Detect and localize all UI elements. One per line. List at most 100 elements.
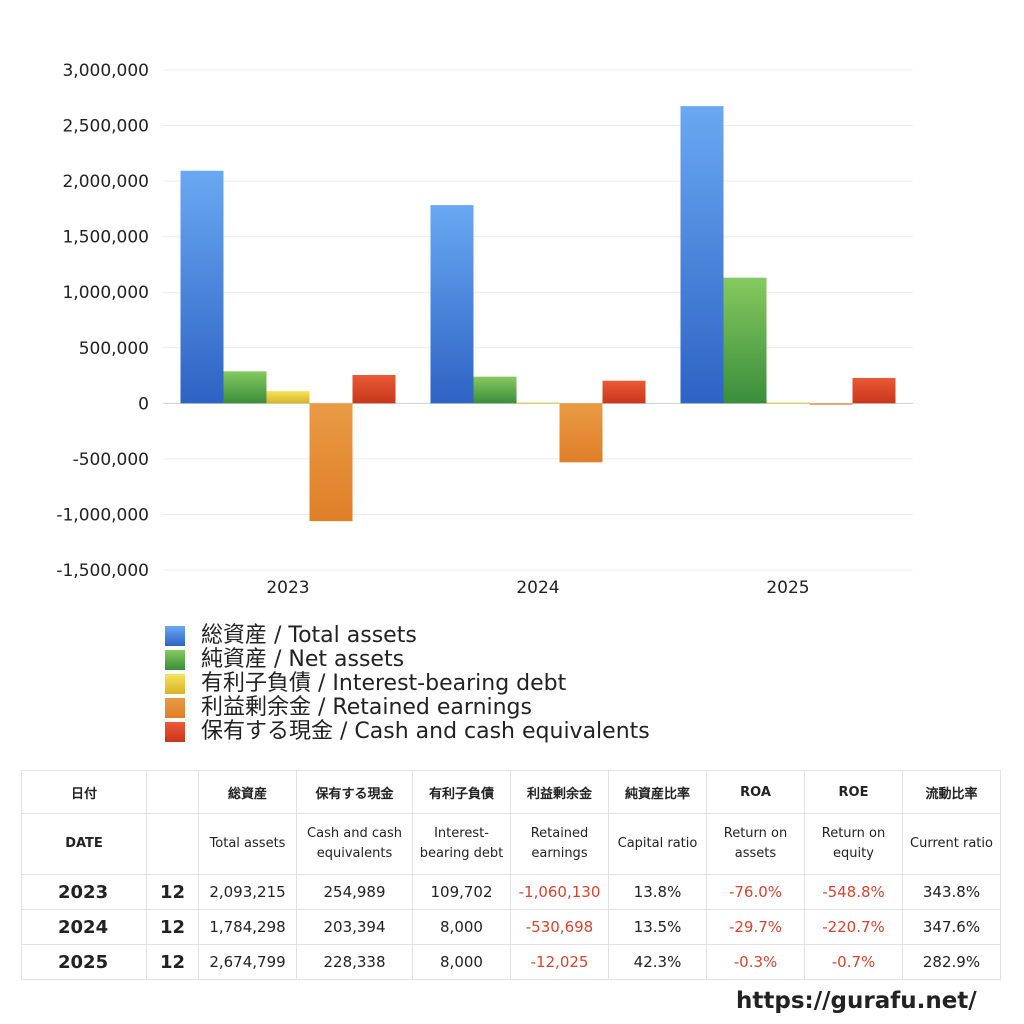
- x-category-label: 2023: [266, 578, 309, 598]
- table-row: 2024 12 1,784,298 203,394 8,000 -530,698…: [21, 909, 1001, 945]
- legend-swatch-net-assets: [165, 650, 185, 670]
- header-cell: [146, 770, 199, 814]
- legend-label: 利益剰余金 / Retained earnings: [201, 695, 532, 720]
- total-assets-cell: 2,674,799: [198, 944, 297, 980]
- header-cell: Retained earnings: [510, 813, 609, 875]
- legend-item-net-assets: 純資産 / Net assets: [165, 648, 650, 672]
- month-cell: 12: [146, 874, 199, 910]
- current-ratio-cell: 347.6%: [902, 909, 1001, 945]
- legend-label: 純資産 / Net assets: [201, 647, 405, 672]
- header-cell: Total assets: [198, 813, 297, 875]
- bar-net-assets: [223, 371, 267, 404]
- y-tick-label: 1,000,000: [62, 283, 149, 303]
- chart-legend: 総資産 / Total assets 純資産 / Net assets 有利子負…: [165, 624, 650, 744]
- header-cell: Interest-bearing debt: [412, 813, 511, 875]
- y-tick-label: 0: [138, 394, 149, 414]
- total-assets-cell: 2,093,215: [198, 874, 297, 910]
- header-cell: 日付: [21, 770, 147, 814]
- header-cell: 純資産比率: [608, 770, 707, 814]
- table-row: 2025 12 2,674,799 228,338 8,000 -12,025 …: [21, 944, 1001, 980]
- month-cell: 12: [146, 944, 199, 980]
- debt-cell: 8,000: [412, 944, 511, 980]
- bar-net-assets: [723, 277, 767, 404]
- legend-item-total-assets: 総資産 / Total assets: [165, 624, 650, 648]
- bar-interest-debt: [516, 402, 560, 404]
- cash-cell: 203,394: [296, 909, 413, 945]
- roe-cell: -0.7%: [804, 944, 903, 980]
- site-url: https://gurafu.net/: [736, 988, 977, 1014]
- table-header-en: DATE Total assets Cash and cash equivale…: [21, 813, 1001, 875]
- legend-swatch-cash: [165, 722, 185, 742]
- roe-cell: -220.7%: [804, 909, 903, 945]
- bar-net-assets: [473, 376, 517, 404]
- header-cell: Return on assets: [706, 813, 805, 875]
- y-tick-label: -500,000: [73, 450, 149, 470]
- legend-swatch-interest-debt: [165, 674, 185, 694]
- y-tick-label: 3,000,000: [62, 61, 149, 81]
- financial-table: 日付 総資産 保有する現金 有利子負債 利益剰余金 純資産比率 ROA ROE …: [21, 770, 1001, 980]
- header-cell: Return on equity: [804, 813, 903, 875]
- header-cell: 有利子負債: [412, 770, 511, 814]
- debt-cell: 8,000: [412, 909, 511, 945]
- cash-cell: 254,989: [296, 874, 413, 910]
- capital-ratio-cell: 13.8%: [608, 874, 707, 910]
- legend-label: 総資産 / Total assets: [201, 623, 417, 648]
- table-row: 2023 12 2,093,215 254,989 109,702 -1,060…: [21, 874, 1001, 910]
- cash-cell: 228,338: [296, 944, 413, 980]
- header-cell: ROE: [804, 770, 903, 814]
- capital-ratio-cell: 42.3%: [608, 944, 707, 980]
- current-ratio-cell: 282.9%: [902, 944, 1001, 980]
- month-cell: 12: [146, 909, 199, 945]
- legend-item-cash: 保有する現金 / Cash and cash equivalents: [165, 720, 650, 744]
- bar-retained-earnings: [309, 403, 353, 522]
- header-cell: 利益剰余金: [510, 770, 609, 814]
- y-tick-label: 2,000,000: [62, 172, 149, 192]
- retained-cell: -530,698: [510, 909, 609, 945]
- roa-cell: -76.0%: [706, 874, 805, 910]
- legend-label: 有利子負債 / Interest-bearing debt: [201, 671, 567, 696]
- legend-swatch-retained-earnings: [165, 698, 185, 718]
- year-cell: 2025: [21, 944, 147, 980]
- debt-cell: 109,702: [412, 874, 511, 910]
- header-cell: Capital ratio: [608, 813, 707, 875]
- y-tick-label: 2,500,000: [62, 117, 149, 137]
- legend-item-retained-earnings: 利益剰余金 / Retained earnings: [165, 696, 650, 720]
- header-cell: [146, 813, 199, 875]
- total-assets-cell: 1,784,298: [198, 909, 297, 945]
- header-cell: Current ratio: [902, 813, 1001, 875]
- bar-chart: 3,000,000 2,500,000 2,000,000 1,500,000 1,00…: [56, 61, 913, 598]
- bar-total-assets: [430, 205, 474, 404]
- year-cell: 2023: [21, 874, 147, 910]
- retained-cell: -1,060,130: [510, 874, 609, 910]
- y-tick-label: -1,500,000: [56, 561, 149, 581]
- header-cell: 保有する現金: [296, 770, 413, 814]
- bar-total-assets: [680, 106, 724, 404]
- roa-cell: -0.3%: [706, 944, 805, 980]
- roa-cell: -29.7%: [706, 909, 805, 945]
- bar-cash: [852, 377, 896, 404]
- table-header-jp: 日付 総資産 保有する現金 有利子負債 利益剰余金 純資産比率 ROA ROE …: [21, 770, 1001, 814]
- retained-cell: -12,025: [510, 944, 609, 980]
- x-category-label: 2024: [516, 578, 559, 598]
- bar-retained-earnings: [559, 403, 603, 463]
- header-cell: ROA: [706, 770, 805, 814]
- bar-interest-debt: [766, 402, 810, 404]
- bar-cash: [602, 380, 646, 404]
- legend-item-interest-debt: 有利子負債 / Interest-bearing debt: [165, 672, 650, 696]
- header-cell: Cash and cash equivalents: [296, 813, 413, 875]
- legend-swatch-total-assets: [165, 626, 185, 646]
- header-cell: DATE: [21, 813, 147, 875]
- bar-interest-debt: [266, 391, 310, 404]
- year-cell: 2024: [21, 909, 147, 945]
- y-tick-label: 1,500,000: [62, 228, 149, 248]
- bar-total-assets: [180, 170, 224, 404]
- x-category-label: 2025: [766, 578, 809, 598]
- bar-retained-earnings: [809, 403, 853, 405]
- y-tick-label: 500,000: [79, 339, 149, 359]
- legend-label: 保有する現金 / Cash and cash equivalents: [201, 719, 650, 744]
- roe-cell: -548.8%: [804, 874, 903, 910]
- header-cell: 総資産: [198, 770, 297, 814]
- bar-cash: [352, 375, 396, 404]
- current-ratio-cell: 343.8%: [902, 874, 1001, 910]
- capital-ratio-cell: 13.5%: [608, 909, 707, 945]
